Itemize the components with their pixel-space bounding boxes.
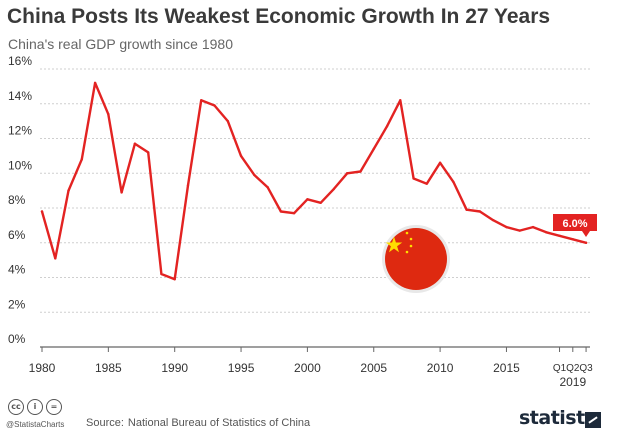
source-text: National Bureau of Statistics of China xyxy=(127,417,311,429)
statista-logo: statista xyxy=(519,407,598,429)
gridlines xyxy=(40,68,590,348)
data-point xyxy=(584,241,588,244)
license-icons: cc i = xyxy=(8,399,62,415)
data-point xyxy=(54,257,57,260)
data-point xyxy=(186,184,190,187)
data-point xyxy=(253,173,256,177)
x-tick-label: 2005 xyxy=(360,361,387,375)
cc-icon: cc xyxy=(8,399,24,415)
by-icon: i xyxy=(27,399,43,415)
x-tick-label: 2015 xyxy=(493,361,520,375)
data-point xyxy=(173,278,176,281)
data-point xyxy=(346,172,349,175)
y-tick-label: 0% xyxy=(8,332,26,346)
y-tick-label: 2% xyxy=(8,297,26,311)
statista-mark-icon xyxy=(585,412,601,428)
data-point xyxy=(160,272,163,276)
data-point xyxy=(133,142,137,145)
data-point xyxy=(306,198,309,201)
data-point xyxy=(558,234,561,237)
data-point xyxy=(518,229,521,232)
data-point xyxy=(213,104,216,107)
data-point xyxy=(279,210,283,213)
x-quarter-year-label: 2019 xyxy=(559,375,586,389)
data-point xyxy=(107,112,110,116)
data-point xyxy=(372,147,375,151)
nd-icon: = xyxy=(46,399,62,415)
y-tick-label: 12% xyxy=(8,124,32,138)
y-tick-label: 8% xyxy=(8,193,26,207)
data-point xyxy=(266,185,269,189)
x-tick-label: 1985 xyxy=(95,361,122,375)
source-note: Source: National Bureau of Statistics of … xyxy=(86,417,310,429)
chart-subtitle: China's real GDP growth since 1980 xyxy=(8,36,233,52)
social-handle: @StatistaCharts xyxy=(6,420,65,429)
data-point xyxy=(438,161,442,165)
footer: cc i = @StatistaCharts Source: National B… xyxy=(0,393,617,445)
data-point xyxy=(491,218,495,222)
data-point xyxy=(425,182,429,185)
gdp-growth-line xyxy=(40,81,588,281)
data-point xyxy=(239,154,243,158)
data-point xyxy=(359,170,362,173)
data-point xyxy=(80,158,84,161)
source-label: Source: xyxy=(86,417,124,429)
data-points xyxy=(40,81,588,281)
y-tick-label: 14% xyxy=(8,89,32,103)
end-value-label: 6.0% xyxy=(562,218,587,230)
x-quarter-label: Q3 xyxy=(579,363,593,374)
data-point xyxy=(478,210,482,213)
data-point xyxy=(120,191,123,194)
data-point xyxy=(399,99,402,102)
x-tick-label: 2000 xyxy=(294,361,321,375)
x-tick-label: 1995 xyxy=(228,361,255,375)
data-point xyxy=(226,119,229,123)
data-point xyxy=(385,125,389,128)
x-axis-ticks: 1980 1985 1990 1995 2000 2005 2010 2015 Q1 Q2 Q320… xyxy=(29,347,593,389)
end-value-badge: 6.0% xyxy=(553,214,597,237)
data-point xyxy=(332,187,336,191)
data-point xyxy=(452,180,455,184)
data-point xyxy=(531,225,535,229)
data-point xyxy=(412,177,415,180)
data-point xyxy=(545,231,548,234)
chart-title: China Posts Its Weakest Economic Growth … xyxy=(7,5,551,28)
y-tick-label: 10% xyxy=(8,158,32,172)
data-point xyxy=(571,238,574,241)
x-quarter-label: Q2 xyxy=(566,363,580,374)
x-tick-label: 1980 xyxy=(29,361,56,375)
data-point xyxy=(93,81,97,85)
data-point xyxy=(505,225,508,229)
y-tick-label: 4% xyxy=(8,263,26,277)
line-chart: 0% 2% 4% 6% 8% 10% 12% 14% 16% 1980 1985 1990 1995 2… xyxy=(8,54,597,389)
data-point xyxy=(146,151,150,154)
y-tick-label: 16% xyxy=(8,54,32,68)
data-point xyxy=(319,201,322,204)
data-point xyxy=(67,189,70,192)
data-point xyxy=(292,212,296,215)
y-axis-ticks: 0% 2% 4% 6% 8% 10% 12% 14% 16% xyxy=(8,54,32,346)
data-point xyxy=(200,99,203,102)
x-quarter-label: Q1 xyxy=(553,363,567,374)
data-point xyxy=(465,208,468,211)
y-tick-label: 6% xyxy=(8,228,26,242)
data-point xyxy=(40,210,44,213)
china-flag-icon xyxy=(382,225,450,293)
x-tick-label: 2010 xyxy=(427,361,454,375)
x-tick-label: 1990 xyxy=(161,361,188,375)
